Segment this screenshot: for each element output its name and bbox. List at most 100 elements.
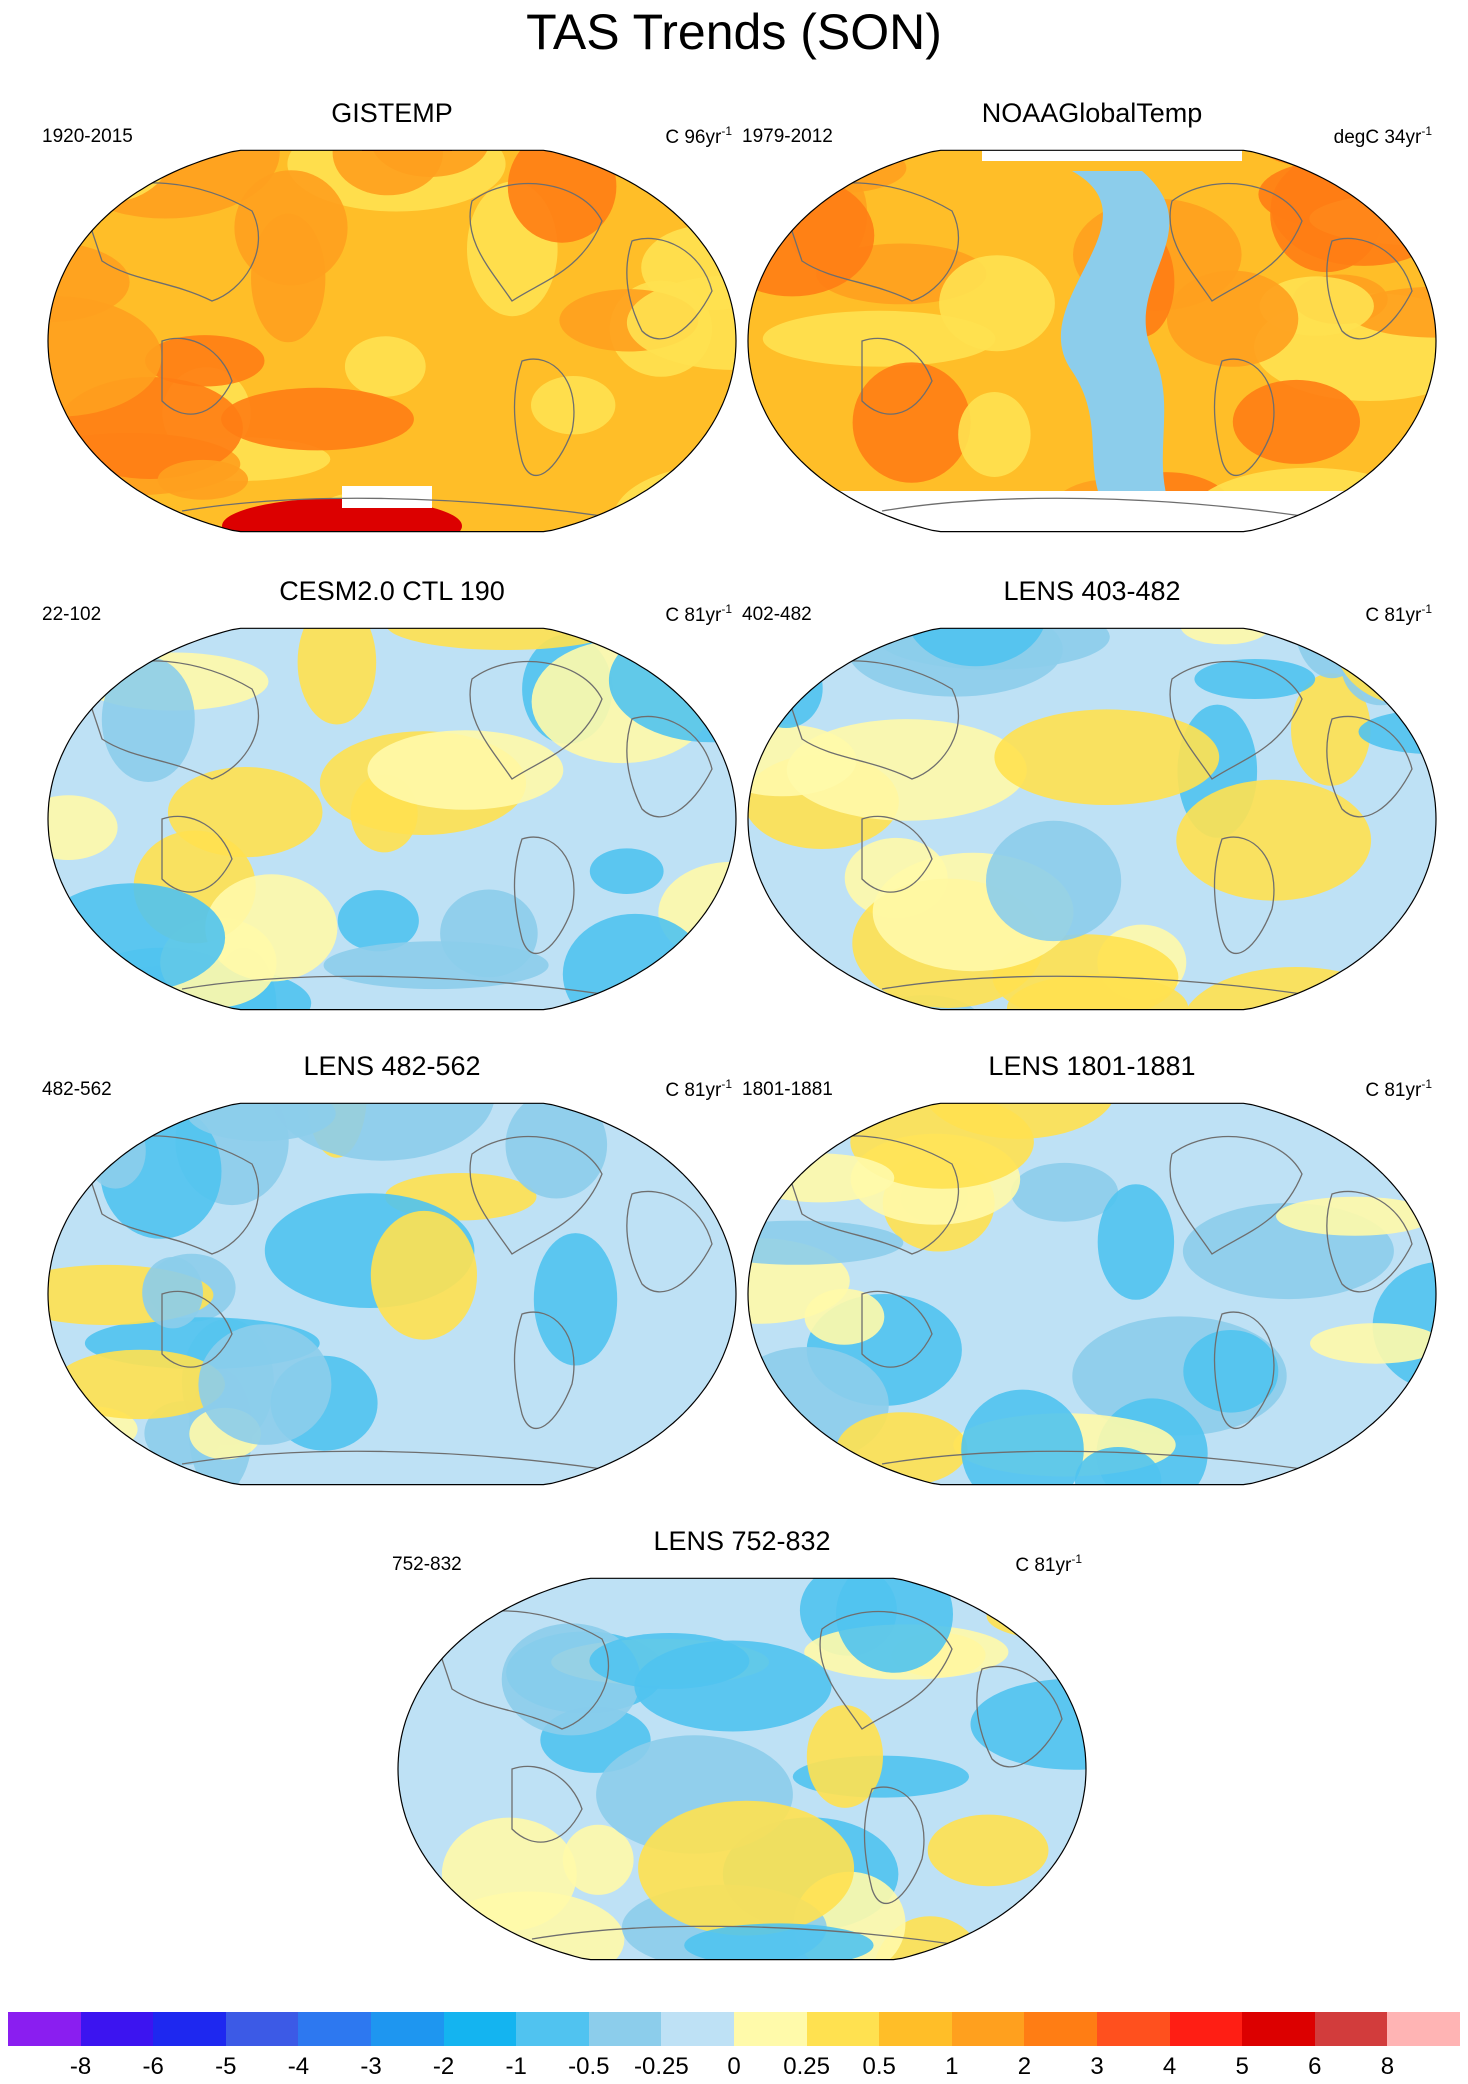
trend-region (48, 1103, 184, 1138)
trend-region (1001, 1912, 1076, 1960)
trend-region (157, 459, 249, 500)
coastline (626, 715, 713, 818)
trend-region (297, 628, 377, 725)
panel-title: LENS 403-482 (1003, 576, 1181, 606)
trend-region (994, 709, 1220, 805)
trend-region (636, 962, 736, 1010)
colorbar-tick-label: 0.5 (862, 2053, 896, 2080)
trend-region (1194, 659, 1316, 699)
colorbar-tick-label: -6 (142, 2053, 164, 2080)
coastline (1326, 715, 1413, 818)
trend-region (970, 1678, 1086, 1770)
trend-region (684, 1923, 874, 1960)
trend-region (54, 1349, 225, 1420)
panel-period: 482-562 (42, 1079, 112, 1100)
colorbar-swatch (661, 2012, 734, 2046)
coastline (1326, 1190, 1413, 1293)
trend-region (57, 1481, 210, 1485)
panel-units: C 81yr-1 (665, 602, 732, 626)
panel-title: LENS 482-562 (303, 1051, 481, 1081)
panel-period: 1979-2012 (742, 126, 833, 147)
coastline (861, 337, 933, 415)
coastline (469, 660, 603, 780)
colorbar-swatch (298, 2012, 371, 2046)
trend-region (562, 1824, 634, 1895)
trend-region (370, 1210, 477, 1340)
map-border (747, 627, 1437, 1011)
colorbar (8, 2012, 1460, 2046)
trend-region (1180, 628, 1271, 645)
colorbar-swatch (443, 2012, 517, 2046)
coastline (511, 1765, 583, 1843)
missing-data-region (748, 491, 1436, 532)
coastline (861, 1290, 933, 1368)
coastline (1213, 836, 1275, 954)
coastline (863, 1786, 925, 1904)
world-map (397, 1577, 1087, 1961)
trend-region (748, 1472, 815, 1485)
missing-data-region (982, 150, 1242, 161)
coastline (861, 815, 933, 893)
map-panel-gistemp: GISTEMP 1920-2015 C 96yr-1 (42, 97, 742, 557)
coastline (1169, 1135, 1303, 1255)
world-map (47, 627, 737, 1011)
trend-region (850, 1103, 1034, 1189)
coastline (81, 660, 260, 780)
coastline (781, 182, 960, 302)
colorbar-swatch (153, 2012, 226, 2046)
map-border (747, 1102, 1437, 1486)
trend-region (48, 296, 162, 417)
colorbar-tick-label: 3 (1090, 2053, 1104, 2080)
colorbar-swatch (516, 2012, 589, 2046)
coastline (881, 497, 1303, 517)
colorbar-tick-label: -0.25 (634, 2053, 689, 2080)
panel-title: CESM2.0 CTL 190 (279, 576, 505, 606)
colorbar-swatch (1314, 2012, 1388, 2046)
strong-warming-region (222, 498, 462, 532)
trend-region (48, 795, 118, 861)
trend-region (1291, 673, 1371, 786)
trend-region (830, 523, 916, 532)
colorbar-tick-label: -5 (215, 2053, 237, 2080)
trend-region (1166, 270, 1299, 367)
colorbar-labels: -8 -6 -5 -4 -3 -2 -1 -0.5 -0.25 0 0.25 0.5 1 2 3 4 5 6 8 (0, 2052, 1468, 2082)
trend-region (1183, 1330, 1279, 1413)
cooling-band (1060, 171, 1182, 531)
panel-period: 402-482 (742, 604, 812, 625)
trend-region (332, 150, 443, 196)
trend-region (1276, 1196, 1435, 1236)
trend-region (1341, 628, 1421, 706)
trend-region (638, 1800, 855, 1936)
colorbar-swatch (1387, 2012, 1460, 2046)
world-map (747, 1102, 1437, 1486)
coastline (1213, 1311, 1275, 1429)
map-panel-lens-482-562: LENS 482-562 482-562 C 81yr-1 (42, 1050, 742, 1510)
trend-region (1074, 1447, 1162, 1485)
trend-region (85, 1113, 146, 1189)
colorbar-swatch (1242, 2012, 1315, 2046)
trend-region (1347, 286, 1436, 338)
trend-region (748, 724, 857, 797)
coastline (781, 1135, 960, 1255)
coastline (626, 237, 713, 340)
trend-region (1010, 1162, 1119, 1222)
trend-region (1097, 1184, 1175, 1300)
trend-region (145, 335, 265, 387)
coastline (881, 975, 1303, 995)
panel-period: 22-102 (42, 604, 102, 625)
trend-region (1176, 779, 1372, 901)
coastline (161, 1290, 233, 1368)
map-border (47, 149, 737, 533)
trend-region (367, 730, 564, 810)
trend-region (589, 848, 664, 894)
trend-region (927, 1814, 1049, 1887)
trend-region (101, 657, 195, 782)
panel-title: NOAAGlobalTemp (981, 98, 1203, 128)
colorbar-tick-label: -1 (505, 2053, 527, 2080)
trend-region (958, 392, 1031, 477)
coastline (1326, 237, 1413, 340)
colorbar-tick-label: 0 (727, 2053, 741, 2080)
world-map (747, 627, 1437, 1011)
colorbar-swatch (225, 2012, 299, 2046)
map-panel-lens-752-832: LENS 752-832 752-832 C 81yr-1 (392, 1525, 1092, 1985)
